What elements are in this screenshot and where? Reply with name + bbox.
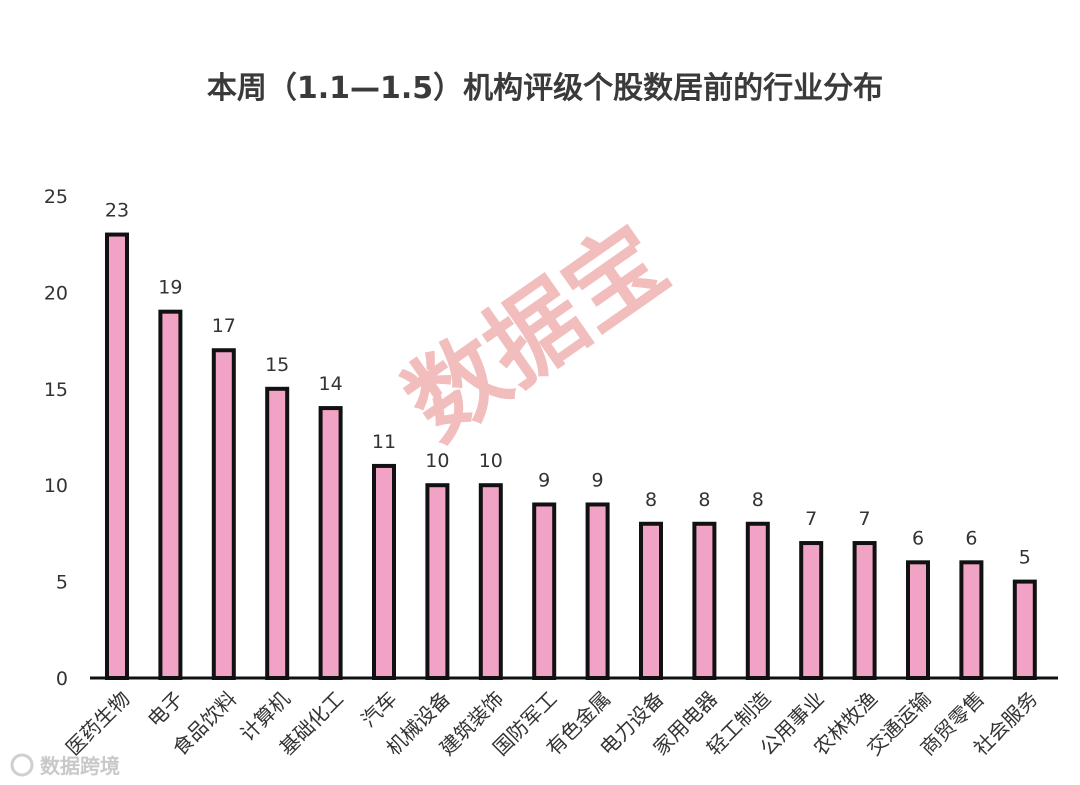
y-tick-label: 25 [44,186,68,208]
y-tick-label: 0 [56,668,68,690]
category-label: 电子 [143,687,188,732]
category-label: 医药生物 [61,687,135,761]
bar [585,502,610,681]
bar [799,541,824,680]
bar [692,521,717,681]
y-tick-label: 10 [44,475,68,497]
bar [959,560,984,681]
bar [265,386,290,680]
bar [478,483,503,681]
watermark: 数据宝 [386,205,686,462]
y-tick-label: 20 [44,282,68,304]
y-tick-label: 15 [44,379,68,401]
data-label: 6 [965,527,977,549]
data-label: 10 [479,450,503,472]
y-tick-label: 5 [56,572,68,594]
y-axis-ticks: 0 5 10 15 20 25 [44,186,68,690]
bar [852,541,877,680]
category-label: 汽车 [356,687,401,732]
data-label: 10 [425,450,449,472]
chart-title: 本周（1.1—1.5）机构评级个股数居前的行业分布 [207,71,883,106]
data-label: 11 [372,431,396,453]
bar [158,309,183,680]
data-label: 17 [212,315,236,337]
data-label: 8 [752,489,764,511]
bar [906,560,930,681]
data-label: 8 [645,489,657,511]
data-label: 8 [698,489,710,511]
bar [532,502,557,681]
bar [372,463,396,681]
data-label: 14 [319,373,343,395]
source-logo: 数据跨境 [10,753,120,778]
data-label: 7 [805,508,817,530]
logo-icon [10,753,34,777]
data-labels: 23 19 17 15 14 11 10 10 9 9 8 8 8 7 7 6 6 5 [105,200,1031,569]
bar [211,348,236,680]
bar [318,406,343,680]
data-label: 15 [265,354,289,376]
bar [745,521,770,681]
data-label: 9 [592,469,604,491]
data-label: 6 [912,527,924,549]
bar [105,232,129,680]
data-label: 23 [105,200,129,222]
data-label: 5 [1019,547,1031,569]
data-label: 7 [859,508,871,530]
bar [639,521,663,681]
bar [425,483,450,681]
data-label: 9 [538,469,550,491]
bar [1012,579,1037,680]
source-logo-text: 数据跨境 [40,754,120,778]
data-label: 19 [158,277,182,299]
